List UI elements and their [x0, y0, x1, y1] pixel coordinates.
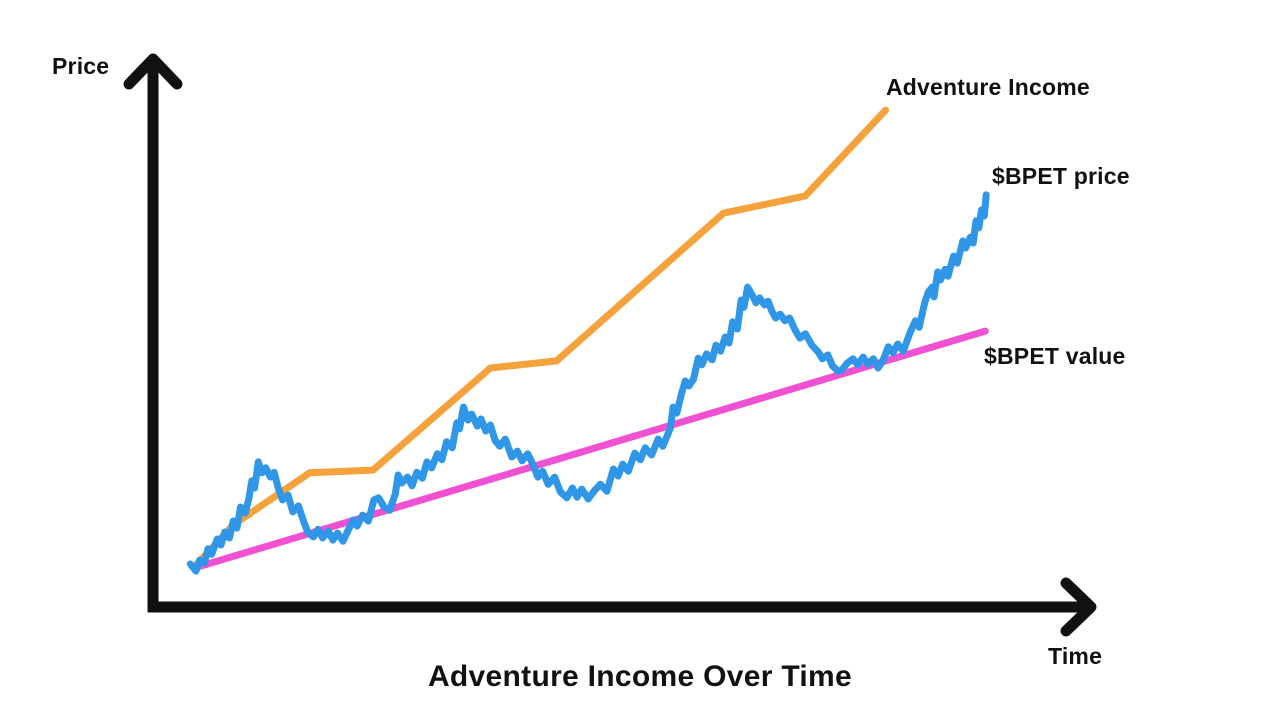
- series-line-bpet-price: [186, 191, 990, 575]
- series-lines: [186, 106, 990, 575]
- x-axis: [148, 577, 1097, 637]
- x-axis-arrowhead-icon: [1060, 577, 1097, 637]
- chart-title: Adventure Income Over Time: [427, 660, 853, 693]
- legend-bpet-price: $BPET price: [992, 163, 1130, 189]
- y-axis-arrowhead-icon: [123, 53, 183, 90]
- x-axis-label: Time: [1048, 643, 1103, 669]
- legend-adventure-income: Adventure Income: [886, 74, 1090, 100]
- y-axis-label: Price: [52, 53, 110, 79]
- y-axis: [123, 53, 183, 612]
- series-line-adventure-income: [191, 106, 890, 570]
- legend-bpet-value: $BPET value: [984, 343, 1126, 369]
